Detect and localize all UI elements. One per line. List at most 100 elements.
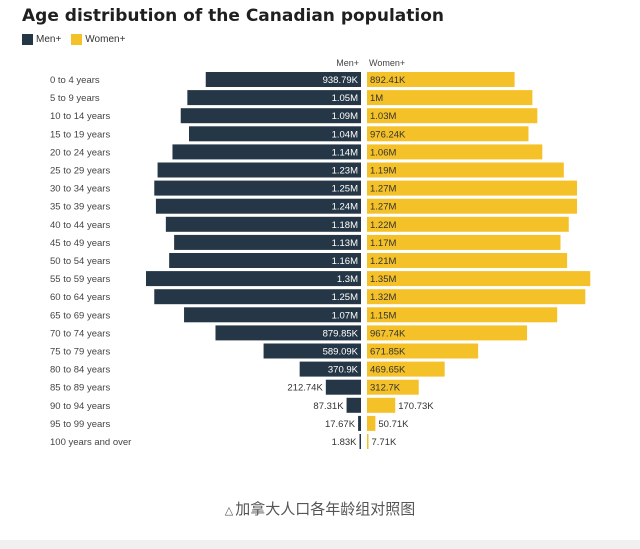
column-header-men: Men+ — [336, 58, 359, 68]
category-label: 5 to 9 years — [50, 93, 100, 104]
data-label-women: 1.35M — [370, 274, 396, 285]
legend: Men+ Women+ — [22, 34, 135, 45]
data-label-men: 212.74K — [287, 383, 323, 394]
legend-label-women: Women+ — [85, 34, 126, 45]
data-label-men: 1.07M — [332, 310, 358, 321]
bar-women — [367, 234, 561, 250]
data-label-women: 1.19M — [370, 166, 396, 177]
data-label-women: 1.21M — [370, 256, 396, 267]
category-label: 80 to 84 years — [50, 365, 110, 376]
category-label: 30 to 34 years — [50, 184, 110, 195]
bar-men — [187, 90, 361, 106]
bar-women — [367, 162, 564, 178]
data-label-women: 312.7K — [370, 383, 401, 394]
bar-women — [367, 397, 396, 413]
figure-caption: △ 加拿大人口各年龄组对照图 — [0, 498, 640, 519]
data-label-women: 1.03M — [370, 111, 396, 122]
data-label-women: 1.27M — [370, 184, 396, 195]
bar-men — [215, 325, 361, 341]
category-label: 90 to 94 years — [50, 401, 110, 412]
bar-men — [172, 144, 361, 160]
data-label-men: 1.14M — [332, 147, 358, 158]
bar-men — [189, 126, 361, 142]
legend-label-men: Men+ — [36, 34, 62, 45]
data-label-men: 370.9K — [328, 365, 359, 376]
bar-women — [367, 379, 419, 395]
data-label-women: 1.15M — [370, 310, 396, 321]
category-label: 55 to 59 years — [50, 274, 110, 285]
bar-men — [346, 397, 361, 413]
bottom-strip — [0, 540, 640, 549]
bar-women — [367, 144, 543, 160]
bar-men — [359, 434, 361, 449]
data-label-men: 938.79K — [323, 75, 359, 86]
legend-item-women[interactable]: Women+ — [71, 34, 125, 45]
category-label: 15 to 19 years — [50, 129, 110, 140]
data-label-women: 976.24K — [370, 129, 406, 140]
data-label-men: 1.04M — [332, 129, 358, 140]
data-label-men: 1.23M — [332, 166, 358, 177]
category-label: 25 to 29 years — [50, 166, 110, 177]
data-label-women: 50.71K — [378, 419, 409, 430]
category-label: 85 to 89 years — [50, 383, 110, 394]
data-label-women: 7.71K — [372, 437, 397, 448]
data-label-men: 1.83K — [332, 437, 357, 448]
bar-men — [358, 415, 361, 431]
category-label: 100 years and over — [50, 437, 131, 448]
category-label: 0 to 4 years — [50, 75, 100, 86]
bar-women — [367, 198, 578, 214]
population-pyramid: Men+ Women+ 0 to 4 years 938.79K 892.41K 5 to… — [50, 58, 591, 449]
bar-women — [367, 180, 578, 196]
category-label: 40 to 44 years — [50, 220, 110, 231]
column-header-women: Women+ — [369, 58, 405, 68]
bar-women — [367, 216, 569, 232]
bar-men — [157, 162, 361, 178]
bar-men — [155, 198, 361, 214]
data-label-men: 1.09M — [332, 111, 358, 122]
category-label: 95 to 99 years — [50, 419, 110, 430]
bar-women — [367, 343, 479, 359]
bar-men — [165, 216, 361, 232]
caption-text: 加拿大人口各年龄组对照图 — [235, 500, 416, 518]
bar-men — [169, 253, 361, 268]
data-label-women: 967.74K — [370, 328, 406, 339]
category-label: 60 to 64 years — [50, 292, 110, 303]
bar-women — [367, 325, 528, 341]
chart-title: Age distribution of the Canadian populat… — [22, 6, 444, 26]
data-label-men: 1.24M — [332, 202, 358, 213]
bar-men — [184, 307, 361, 323]
bar-men — [263, 343, 361, 359]
category-label: 10 to 14 years — [50, 111, 110, 122]
bar-men — [205, 72, 361, 87]
data-label-women: 170.73K — [398, 401, 434, 412]
category-label: 45 to 49 years — [50, 238, 110, 249]
data-label-men: 17.67K — [325, 419, 356, 430]
bar-women — [367, 108, 538, 124]
category-label: 70 to 74 years — [50, 328, 110, 339]
bar-men — [174, 234, 361, 250]
data-label-men: 1.18M — [332, 220, 358, 231]
data-label-men: 1.05M — [332, 93, 358, 104]
category-label: 65 to 69 years — [50, 310, 110, 321]
triangle-icon: △ — [224, 504, 234, 517]
bar-women — [367, 271, 591, 287]
data-label-women: 1.06M — [370, 147, 396, 158]
legend-swatch-women — [71, 34, 83, 45]
data-label-women: 1.32M — [370, 292, 396, 303]
bar-women — [367, 126, 529, 142]
bar-women — [367, 253, 568, 268]
legend-item-men[interactable]: Men+ — [22, 34, 61, 45]
category-label: 50 to 54 years — [50, 256, 110, 267]
data-label-women: 1.17M — [370, 238, 396, 249]
data-label-men: 87.31K — [313, 401, 344, 412]
bar-women — [367, 72, 515, 87]
bar-men — [180, 108, 361, 124]
bar-women — [367, 361, 445, 377]
bar-women — [367, 415, 376, 431]
data-label-men: 879.85K — [323, 328, 359, 339]
data-label-women: 892.41K — [370, 75, 406, 86]
bar-men — [146, 271, 361, 287]
category-label: 75 to 79 years — [50, 347, 110, 358]
data-label-women: 469.65K — [370, 365, 406, 376]
data-label-men: 1.13M — [332, 238, 358, 249]
